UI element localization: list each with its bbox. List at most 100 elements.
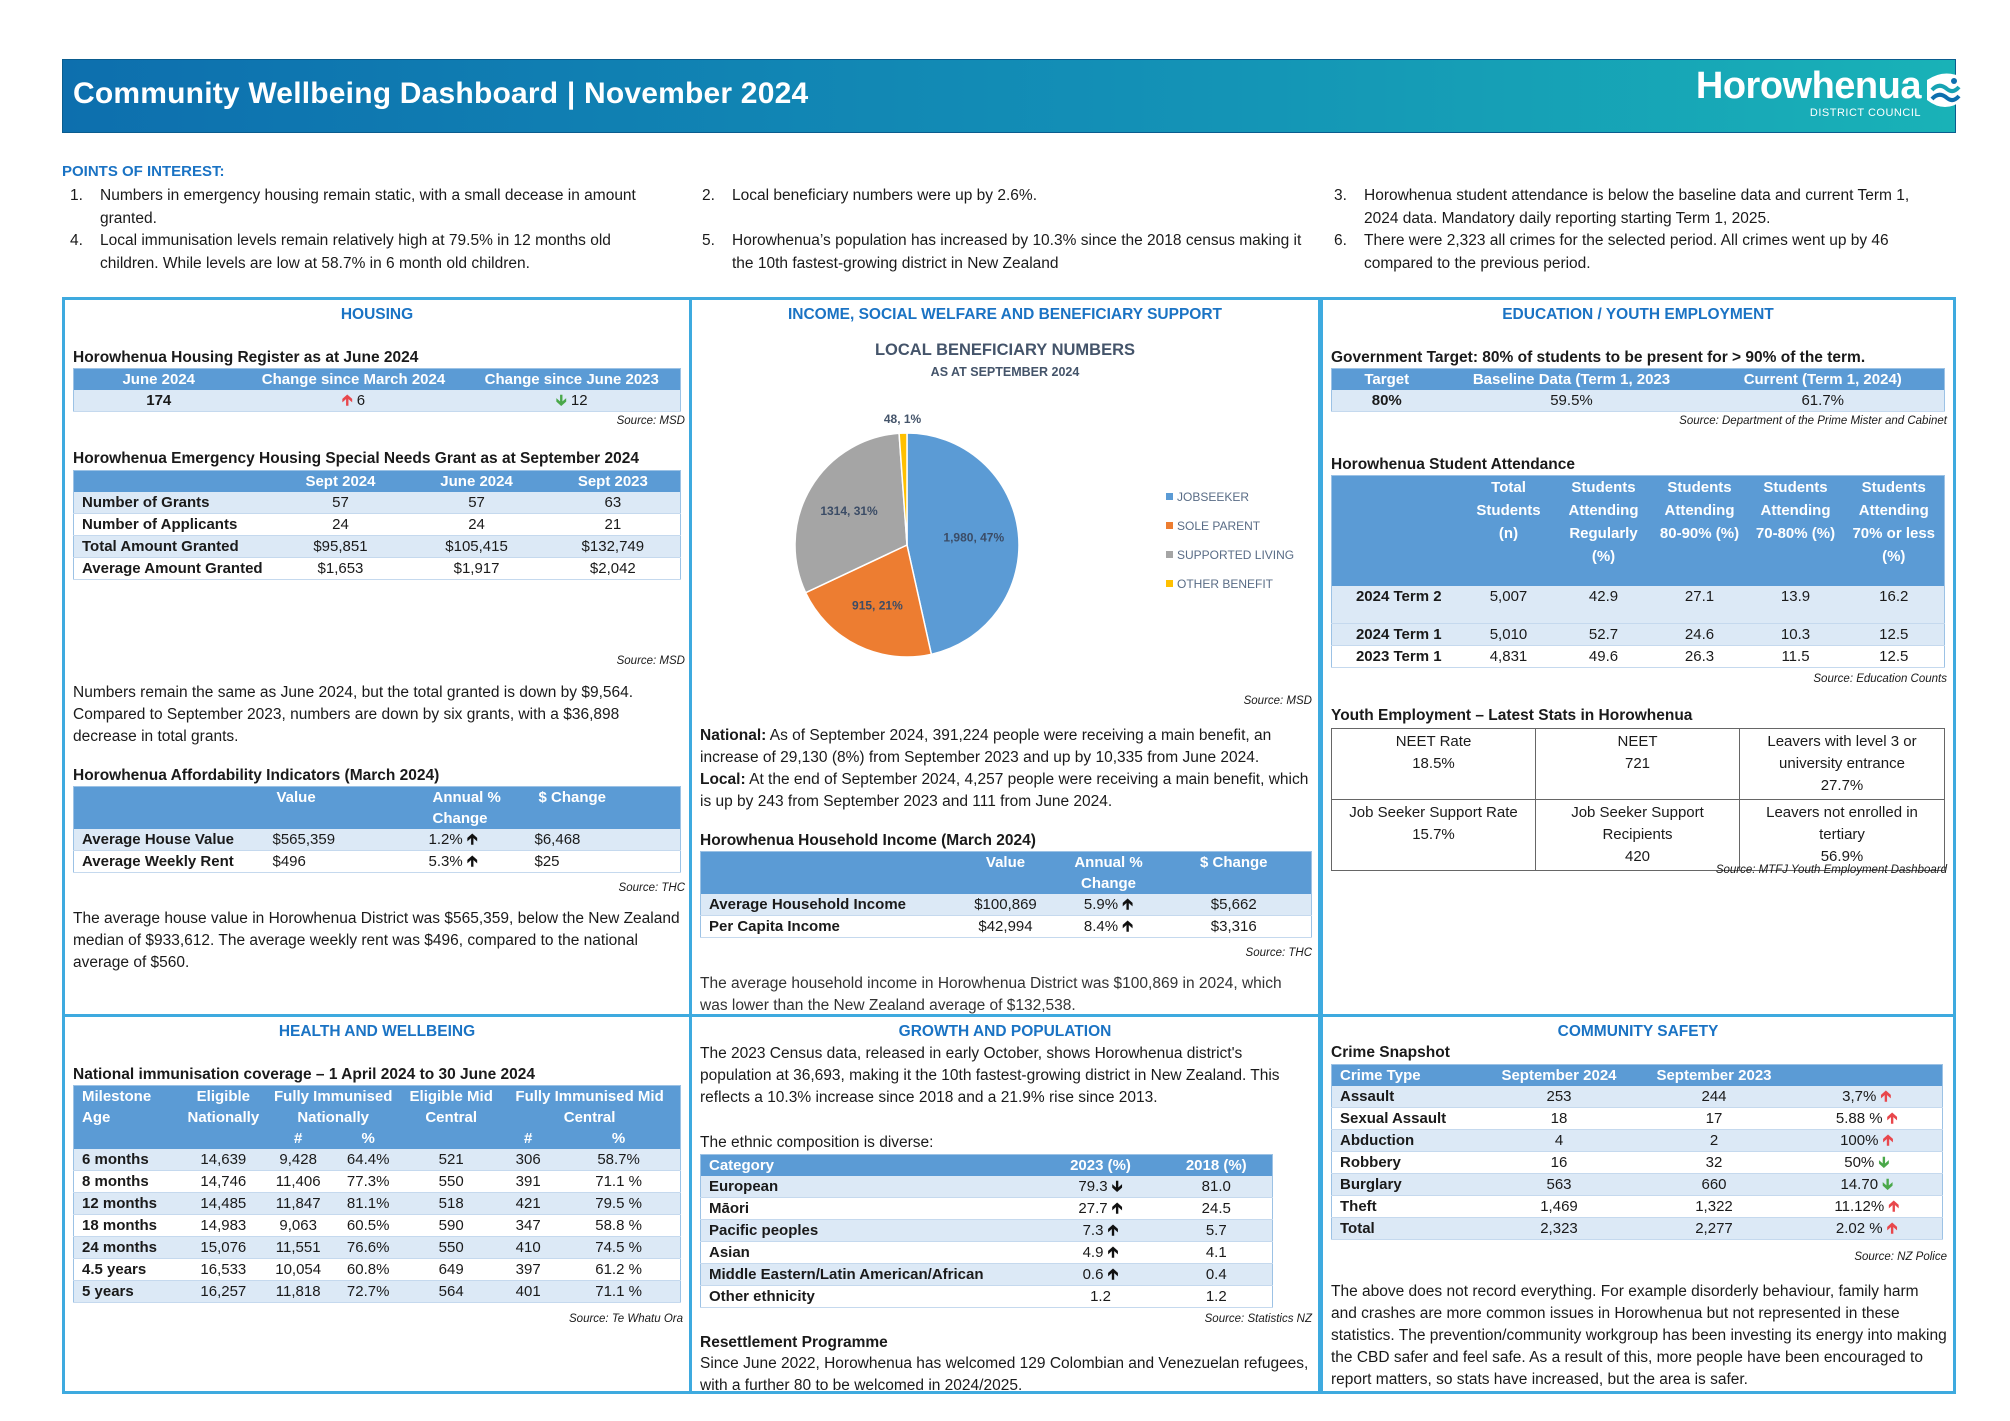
student-attendance-table: Total Students (n) Students Attending Re… [1331,475,1945,668]
legend-item: OTHER BENEFIT [1166,577,1294,591]
table-header: Fully Immunised Nationally [263,1085,404,1128]
poi-item-5: 5. Horowhenua’s population has increased … [702,232,1302,272]
growth-panel: GROWTH AND POPULATION The 2023 Census da… [689,1014,1321,1394]
source-note: Source: Statistics NZ [1204,1313,1312,1325]
arrow-down-icon: 🡳 [555,392,567,409]
table-row: Average Household Income $100,869 5.9% 🡱 … [700,894,1312,916]
table-row: 5 years 16,257 11,818 72.7% 564 401 71.1 % [73,1280,681,1303]
table-header: Fully Immunised Mid Central [499,1085,681,1128]
arrow-up-icon: 🡱 [1888,1198,1900,1215]
youth-stat-cell: Leavers with level 3 or university entra… [1739,728,1945,800]
government-target-title: Government Target: 80% of students to be… [1331,349,1866,366]
poi-item-6: 6. There were 2,323 all crimes for the se… [1334,232,1889,272]
pie-data-label: 48, 1% [884,412,922,426]
source-note: Source: MSD [616,415,685,427]
community-safety-title: COMMUNITY SAFETY [1557,1023,1719,1040]
table-row: Other ethnicity 1.2 1.2 [700,1285,1273,1308]
legend-item: JOBSEEKER [1166,490,1294,504]
ethnic-intro: The ethnic composition is diverse: [700,1134,934,1151]
table-row: Average Amount Granted $1,653 $1,917 $2,042 [73,557,681,580]
table-row: Total Amount Granted $95,851 $105,415 $132,… [73,535,681,558]
youth-stat-cell: NEET 721 [1535,728,1740,800]
health-panel: HEALTH AND WELLBEING National immunisati… [62,1014,692,1394]
table-header: $ Change [1156,851,1312,894]
page-title: Community Wellbeing Dashboard | November… [73,77,809,110]
pie-slice-other-benefit [898,432,908,546]
arrow-up-icon: 🡱 [1886,1110,1898,1127]
student-attendance-title: Horowhenua Student Attendance [1331,456,1575,473]
table-cell: 🡳 12 [463,390,681,412]
table-header: Students Attending 70-80% (%) [1747,475,1844,586]
education-panel: EDUCATION / YOUTH EMPLOYMENT Government … [1320,297,1956,1017]
arrow-up-icon: 🡱 [1886,1220,1898,1237]
table-header: Annual % Change [1060,851,1157,894]
growth-title: GROWTH AND POPULATION [898,1023,1112,1040]
affordability-note: The average house value in Horowhenua Di… [73,910,680,971]
government-target-table: Target Baseline Data (Term 1, 2023 Curre… [1331,368,1945,412]
affordability-table: Value Annual % Change $ Change Average H… [73,786,681,873]
crime-snapshot-title: Crime Snapshot [1331,1044,1450,1061]
table-header: Value [950,851,1061,894]
source-note: Source: THC [1245,947,1312,959]
table-row: 24 months 15,076 11,551 76.6% 550 410 74.5 % [73,1236,681,1259]
poi-item-1: 1. Numbers in emergency housing remain st… [70,187,636,227]
table-header: Target [1331,368,1442,390]
table-row: Asian 4.9 🡱 4.1 [700,1241,1273,1264]
youth-stat-cell: NEET Rate 18.5% [1331,728,1536,800]
pie-slice-sole-parent [804,543,933,658]
source-note: Source: MSD [616,655,685,667]
table-row: Average House Value $565,359 1.2% 🡱 $6,46… [73,829,681,851]
table-row: Middle Eastern/Latin American/African 0.6… [700,1263,1273,1286]
table-row: 80% 59.5% 61.7% [1331,390,1945,412]
beneficiary-pie-chart: 1,980, 47% 915, 21% 1314, 31% 48, 1% [794,412,1020,658]
council-emblem-icon [1927,73,1963,107]
table-header: 2018 (%) [1160,1154,1273,1176]
local-benefit-note: Local: At the end of September 2024, 4,2… [700,771,1309,810]
table-row: Number of Applicants 24 24 21 [73,513,681,536]
youth-stat-cell: Job Seeker Support Rate 15.7% [1331,799,1536,871]
housing-grant-note: Numbers remain the same as June 2024, bu… [73,684,634,745]
housing-title: HOUSING [340,306,414,323]
arrow-up-icon: 🡱 [1882,1132,1894,1149]
table-row: Sexual Assault 18 17 5.88 % 🡱 [1331,1107,1943,1130]
youth-employment-title: Youth Employment – Latest Stats in Horow… [1331,707,1693,724]
table-header: Category [700,1154,1041,1176]
arrow-down-icon: 🡳 [1882,1176,1893,1193]
source-note: Source: Te Whatu Ora [569,1313,683,1325]
table-subheader: # [263,1128,334,1149]
immunisation-table: Milestone Age Eligible Nationally Fully … [73,1085,681,1303]
beneficiary-chart-subtitle: AS AT SEPTEMBER 2024 [930,365,1080,379]
table-header: Current (Term 1, 2024) [1701,368,1945,390]
brand-subtitle: DISTRICT COUNCIL [1809,106,1921,119]
table-header: Eligible Mid Central [403,1085,500,1149]
affordability-title: Horowhenua Affordability Indicators (Mar… [73,767,440,784]
table-header: 2023 (%) [1040,1154,1161,1176]
table-subheader: % [557,1128,681,1149]
table-row: 4.5 years 16,533 10,054 60.8% 649 397 61.2 % [73,1258,681,1281]
table-cell: 🡱 6 [243,390,464,412]
national-benefit-note: National: As of September 2024, 391,224 … [700,727,1272,766]
immunisation-title: National immunisation coverage – 1 April… [73,1066,536,1083]
resettlement-text: Since June 2022, Horowhenua has welcomed… [700,1355,1309,1394]
table-row: 2023 Term 1 4,831 49.6 26.3 11.5 12.5 [1331,645,1945,668]
header-banner: Community Wellbeing Dashboard | November… [62,59,1963,133]
table-row: Total 2,323 2,277 2.02 % 🡱 [1331,1217,1943,1240]
table-subheader: # [499,1128,558,1149]
table-header: Crime Type [1331,1064,1482,1086]
housing-register-table: June 2024 Change since March 2024 Change… [73,368,681,412]
table-header [1791,1064,1943,1086]
arrow-up-icon: 🡱 [1111,1200,1123,1217]
table-header: Value [268,786,425,829]
table-cell: 174 [73,390,244,412]
arrow-up-icon: 🡱 [1122,918,1134,935]
housing-register-title: Horowhenua Housing Register as at June 2… [73,349,419,366]
youth-stat-cell: Job Seeker Support Recipients 420 [1535,799,1740,871]
table-row: Burglary 563 660 14.70 🡳 [1331,1173,1943,1196]
resettlement-title: Resettlement Programme [700,1334,888,1351]
pie-slice-supported-living [794,432,908,594]
table-row: Abduction 4 2 100% 🡱 [1331,1129,1943,1152]
household-income-title: Horowhenua Household Income (March 2024) [700,832,1036,849]
table-header: September 2024 [1481,1064,1637,1086]
table-header [73,470,274,492]
education-title: EDUCATION / YOUTH EMPLOYMENT [1502,306,1774,323]
